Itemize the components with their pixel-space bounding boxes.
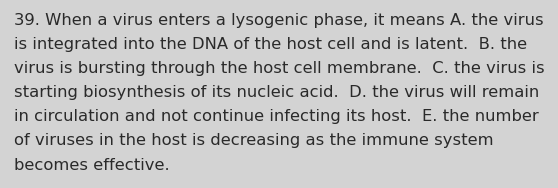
Text: of viruses in the host is decreasing as the immune system: of viruses in the host is decreasing as …	[14, 133, 494, 149]
Text: starting biosynthesis of its nucleic acid.  D. the virus will remain: starting biosynthesis of its nucleic aci…	[14, 85, 539, 100]
Text: virus is bursting through the host cell membrane.  C. the virus is: virus is bursting through the host cell …	[14, 61, 545, 76]
Text: is integrated into the DNA of the host cell and is latent.  B. the: is integrated into the DNA of the host c…	[14, 37, 527, 52]
Text: 39. When a virus enters a lysogenic phase, it means A. the virus: 39. When a virus enters a lysogenic phas…	[14, 13, 543, 28]
Text: in circulation and not continue infecting its host.  E. the number: in circulation and not continue infectin…	[14, 109, 538, 124]
Text: becomes effective.: becomes effective.	[14, 158, 170, 173]
